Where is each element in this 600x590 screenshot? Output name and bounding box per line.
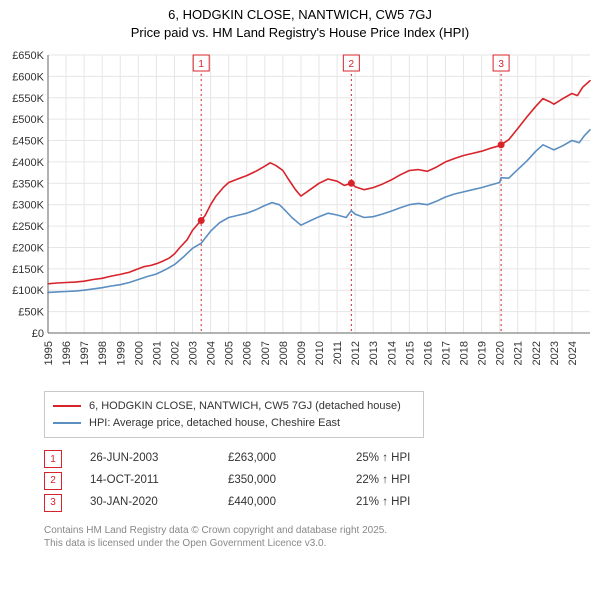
title-line-1: 6, HODGKIN CLOSE, NANTWICH, CW5 7GJ [0,6,600,24]
sale-delta: 25% ↑ HPI [356,448,476,470]
svg-text:£300K: £300K [12,200,44,212]
title-block: 6, HODGKIN CLOSE, NANTWICH, CW5 7GJ Pric… [0,0,600,45]
svg-text:2019: 2019 [477,341,489,365]
svg-text:£550K: £550K [12,93,44,105]
legend-swatch [53,422,81,424]
sale-date: 30-JAN-2020 [90,492,200,514]
svg-text:2009: 2009 [296,341,308,365]
svg-text:£100K: £100K [12,285,44,297]
svg-text:1999: 1999 [115,341,127,365]
svg-text:£50K: £50K [18,307,44,319]
svg-text:2006: 2006 [242,341,254,365]
figure-container: 6, HODGKIN CLOSE, NANTWICH, CW5 7GJ Pric… [0,0,600,559]
svg-text:1998: 1998 [97,341,109,365]
svg-text:2001: 2001 [151,341,163,365]
svg-text:£400K: £400K [12,157,44,169]
svg-text:£350K: £350K [12,178,44,190]
svg-text:2010: 2010 [314,341,326,365]
svg-text:2023: 2023 [549,341,561,365]
legend-swatch [53,405,81,407]
sale-badge: 1 [44,450,62,468]
svg-text:3: 3 [498,59,504,70]
sale-delta: 22% ↑ HPI [356,470,476,492]
svg-text:2024: 2024 [567,341,579,365]
svg-text:2020: 2020 [495,341,507,365]
legend-label: HPI: Average price, detached house, Ches… [89,415,340,432]
svg-text:1996: 1996 [61,341,73,365]
svg-text:2011: 2011 [332,341,344,365]
svg-text:£450K: £450K [12,136,44,148]
sale-badge: 2 [44,472,62,490]
svg-text:2017: 2017 [440,341,452,365]
svg-text:£200K: £200K [12,243,44,255]
svg-text:£500K: £500K [12,114,44,126]
svg-text:2013: 2013 [368,341,380,365]
svg-text:2021: 2021 [513,341,525,365]
footer-line-2: This data is licensed under the Open Gov… [44,537,600,551]
legend-item-hpi: HPI: Average price, detached house, Ches… [53,415,415,432]
chart-area: £0 £50K £100K £150K £200K £250K £300K £350K £400… [0,45,600,385]
svg-text:£250K: £250K [12,221,44,233]
svg-text:2014: 2014 [386,341,398,365]
legend: 6, HODGKIN CLOSE, NANTWICH, CW5 7GJ (det… [44,391,424,438]
sale-row: 2 14-OCT-2011 £350,000 22% ↑ HPI [44,470,600,492]
svg-text:2007: 2007 [260,341,272,365]
svg-text:1: 1 [198,59,204,70]
sale-price: £263,000 [228,448,328,470]
title-line-2: Price paid vs. HM Land Registry's House … [0,24,600,42]
sale-delta: 21% ↑ HPI [356,492,476,514]
sale-price: £440,000 [228,492,328,514]
svg-text:2008: 2008 [278,341,290,365]
svg-text:1995: 1995 [43,341,55,365]
svg-text:2: 2 [349,59,355,70]
svg-text:2015: 2015 [404,341,416,365]
svg-text:£650K: £650K [12,50,44,62]
legend-item-price-paid: 6, HODGKIN CLOSE, NANTWICH, CW5 7GJ (det… [53,398,415,415]
svg-text:£600K: £600K [12,71,44,83]
svg-text:2016: 2016 [422,341,434,365]
sale-badge: 3 [44,494,62,512]
svg-text:2004: 2004 [206,341,218,365]
svg-text:2012: 2012 [350,341,362,365]
svg-text:£0: £0 [32,328,44,340]
sale-row: 3 30-JAN-2020 £440,000 21% ↑ HPI [44,492,600,514]
svg-text:2000: 2000 [133,341,145,365]
footer-note: Contains HM Land Registry data © Crown c… [44,524,600,559]
footer-line-1: Contains HM Land Registry data © Crown c… [44,524,600,538]
svg-text:2005: 2005 [224,341,236,365]
svg-text:2018: 2018 [459,341,471,365]
legend-label: 6, HODGKIN CLOSE, NANTWICH, CW5 7GJ (det… [89,398,401,415]
svg-text:2002: 2002 [169,341,181,365]
sale-date: 14-OCT-2011 [90,470,200,492]
sale-row: 1 26-JUN-2003 £263,000 25% ↑ HPI [44,448,600,470]
svg-text:1997: 1997 [79,341,91,365]
sales-table: 1 26-JUN-2003 £263,000 25% ↑ HPI 2 14-OC… [44,448,600,514]
sale-date: 26-JUN-2003 [90,448,200,470]
sale-price: £350,000 [228,470,328,492]
svg-text:£150K: £150K [12,264,44,276]
chart-svg: £0 £50K £100K £150K £200K £250K £300K £350K £400… [0,45,600,385]
svg-text:2003: 2003 [188,341,200,365]
svg-text:2022: 2022 [531,341,543,365]
